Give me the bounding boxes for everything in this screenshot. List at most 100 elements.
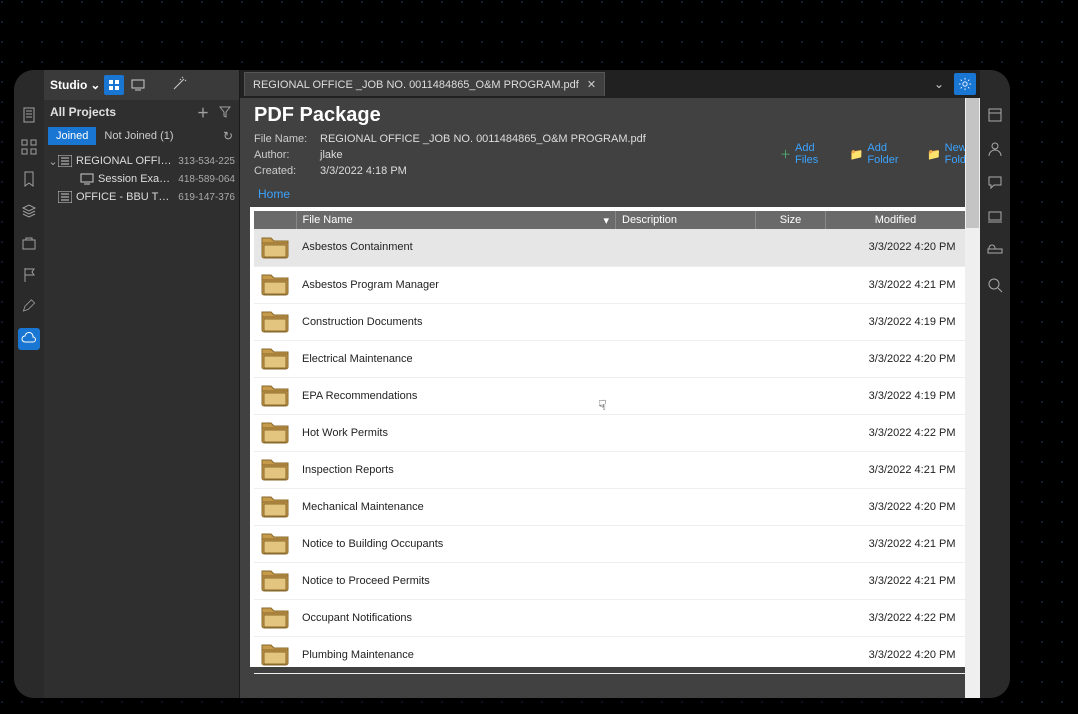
row-name: Mechanical Maintenance	[296, 488, 616, 525]
table-row[interactable]: Mechanical Maintenance3/3/2022 4:20 PM	[254, 488, 966, 525]
table-row[interactable]: Asbestos Containment3/3/2022 4:20 PM	[254, 229, 966, 266]
col-size[interactable]: Size	[756, 211, 826, 229]
wand-icon[interactable]	[168, 70, 190, 98]
tree-item[interactable]: ⌄ REGIONAL OFFICE TER... 313-534-225	[48, 152, 235, 170]
settings-gear-button[interactable]	[954, 73, 976, 95]
row-name: Electrical Maintenance	[296, 340, 616, 377]
row-name: Inspection Reports	[296, 451, 616, 488]
table-row[interactable]: EPA Recommendations3/3/2022 4:19 PM	[254, 377, 966, 414]
comment-icon[interactable]	[984, 172, 1006, 194]
row-name: Notice to Proceed Permits	[296, 562, 616, 599]
row-modified: 3/3/2022 4:20 PM	[826, 340, 966, 377]
studio-label: Studio	[50, 78, 87, 92]
row-name: Hot Work Permits	[296, 414, 616, 451]
studio-dropdown[interactable]: Studio⌄	[50, 78, 100, 92]
project-icon	[58, 190, 72, 204]
row-desc	[616, 229, 756, 266]
row-modified: 3/3/2022 4:21 PM	[826, 266, 966, 303]
table-row[interactable]: Notice to Proceed Permits3/3/2022 4:21 P…	[254, 562, 966, 599]
created-value: 3/3/2022 4:18 PM	[320, 163, 407, 179]
tab-joined[interactable]: Joined	[48, 127, 96, 145]
add-files-button[interactable]: ＋Add Files	[780, 142, 824, 166]
tree-id: 619-147-376	[178, 192, 235, 203]
toolbox-icon[interactable]	[18, 232, 40, 254]
table-row[interactable]: Asbestos Program Manager3/3/2022 4:21 PM	[254, 266, 966, 303]
table-row[interactable]: Occupant Notifications3/3/2022 4:22 PM	[254, 599, 966, 636]
document-tab[interactable]: REGIONAL OFFICE _JOB NO. 0011484865_O&M …	[244, 72, 605, 96]
bookmark-icon[interactable]	[18, 168, 40, 190]
col-filename-label: File Name	[303, 214, 353, 226]
project-icon	[58, 154, 72, 168]
user-icon[interactable]	[984, 138, 1006, 160]
tree-expand-icon[interactable]: ⌄	[48, 155, 58, 168]
row-modified: 3/3/2022 4:20 PM	[826, 636, 966, 673]
col-modified[interactable]: Modified	[826, 211, 966, 229]
row-modified: 3/3/2022 4:22 PM	[826, 599, 966, 636]
col-description[interactable]: Description	[616, 211, 756, 229]
add-files-label: Add Files	[795, 142, 824, 166]
tag-icon[interactable]	[984, 240, 1006, 262]
folder-icon	[254, 340, 296, 377]
table-row[interactable]: Plumbing Maintenance3/3/2022 4:20 PM	[254, 636, 966, 673]
tree-item[interactable]: Session Example418-589-064	[48, 170, 235, 188]
sync-button[interactable]: ↻	[223, 129, 233, 143]
add-project-button[interactable]: ＋	[195, 104, 211, 120]
device-icon[interactable]	[984, 206, 1006, 228]
scrollbar-thumb[interactable]	[966, 98, 979, 228]
sort-icon: ▾	[603, 214, 609, 227]
folder-icon	[254, 562, 296, 599]
edit-icon[interactable]	[18, 296, 40, 318]
project-tree: ⌄ REGIONAL OFFICE TER... 313-534-225 Sessio…	[44, 148, 239, 210]
tab-not-joined[interactable]: Not Joined (1)	[96, 127, 181, 145]
row-desc	[616, 636, 756, 673]
row-name: EPA Recommendations	[296, 377, 616, 414]
tree-label: Session Example	[98, 173, 174, 185]
created-label: Created:	[254, 163, 310, 179]
author-value: jlake	[320, 147, 343, 163]
action-bar: ＋Add Files 📁Add Folder 📁New Folder	[780, 142, 980, 166]
view-monitor-button[interactable]	[128, 75, 148, 95]
row-modified: 3/3/2022 4:21 PM	[826, 451, 966, 488]
row-name: Asbestos Containment	[296, 229, 616, 266]
row-desc	[616, 488, 756, 525]
col-filename[interactable]: File Name ▾	[296, 211, 616, 229]
new-folder-icon: 📁	[927, 148, 941, 161]
tree-label: REGIONAL OFFICE TER...	[76, 155, 174, 167]
search-icon[interactable]	[984, 274, 1006, 296]
row-desc	[616, 414, 756, 451]
content-area: PDF Package File Name:REGIONAL OFFICE _J…	[240, 98, 980, 698]
cloud-icon[interactable]	[18, 328, 40, 350]
tree-label: OFFICE - BBU T5 Job No...	[76, 191, 174, 203]
row-size	[756, 303, 826, 340]
tree-item[interactable]: OFFICE - BBU T5 Job No... 619-147-376	[48, 188, 235, 206]
content-scrollbar[interactable]	[965, 98, 980, 698]
folder-icon	[254, 266, 296, 303]
close-tab-button[interactable]: ✕	[587, 78, 596, 91]
add-folder-button[interactable]: 📁Add Folder	[850, 142, 901, 166]
grid-icon[interactable]	[18, 136, 40, 158]
row-size	[756, 599, 826, 636]
doc-icon[interactable]	[18, 104, 40, 126]
table-row[interactable]: Inspection Reports 3/3/2022 4:21 PM	[254, 451, 966, 488]
layers-icon[interactable]	[18, 200, 40, 222]
panel-icon[interactable]	[984, 104, 1006, 126]
right-toolbar	[980, 70, 1010, 698]
tab-chevron-down-icon[interactable]: ⌄	[928, 73, 950, 95]
col-icon[interactable]	[254, 211, 296, 229]
main-area: REGIONAL OFFICE _JOB NO. 0011484865_O&M …	[240, 70, 980, 698]
file-table: File Name ▾ Description Size Modified Asb…	[254, 211, 966, 674]
table-row[interactable]: Hot Work Permits3/3/2022 4:22 PM	[254, 414, 966, 451]
table-row[interactable]: Construction Documents3/3/2022 4:19 PM	[254, 303, 966, 340]
row-size	[756, 229, 826, 266]
table-row[interactable]: Notice to Building Occupants3/3/2022 4:2…	[254, 525, 966, 562]
tree-id: 313-534-225	[178, 156, 235, 167]
app-window: Studio⌄ All Projects ＋ Joined Not Joined…	[14, 70, 1010, 698]
folder-icon	[254, 303, 296, 340]
table-row[interactable]: Electrical Maintenance 3/3/2022 4:20 PM	[254, 340, 966, 377]
flag-icon[interactable]	[18, 264, 40, 286]
panel-tabs: Joined Not Joined (1) ↻	[44, 124, 239, 148]
filter-button[interactable]	[217, 104, 233, 120]
folder-icon	[254, 525, 296, 562]
view-grid-button[interactable]	[104, 75, 124, 95]
breadcrumb-home[interactable]: Home	[258, 187, 290, 201]
